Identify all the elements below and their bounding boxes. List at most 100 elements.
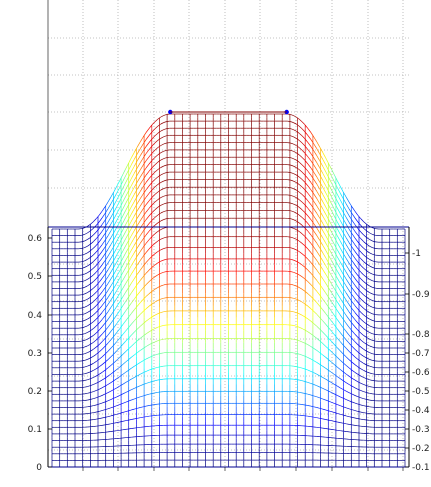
mesh-segment [95,255,100,260]
mesh-segment [310,153,315,159]
mesh-segment [154,353,159,356]
mesh-segment [360,218,365,223]
mesh-segment [339,186,344,193]
mesh-segment [357,228,362,233]
mesh-segment [322,237,326,243]
mesh-segment [122,330,126,335]
mesh-segment [298,176,303,180]
mesh-segment [322,343,326,347]
mesh-segment [310,226,315,232]
mesh-segment [339,206,344,213]
mesh-segment [113,396,117,399]
mesh-segment [313,246,318,252]
mesh-segment [137,213,141,219]
mesh-segment [336,242,341,249]
mesh-segment [366,297,370,300]
mesh-segment [163,258,167,261]
mesh-segment [95,295,100,300]
mesh-segment [84,318,88,321]
mesh-segment [298,340,303,343]
mesh-segment [160,180,164,183]
mesh-segment [310,243,315,248]
mesh-segment [137,205,141,211]
mesh-segment [87,230,91,234]
mesh-segment [142,153,147,159]
mesh-segment [95,302,100,306]
mesh-segment [137,302,141,307]
mesh-segment [328,348,332,353]
mesh-segment [131,365,135,369]
mesh-segment [319,174,323,181]
mesh-segment [322,269,326,275]
mesh-segment [360,339,365,343]
mesh-segment [160,352,164,354]
mesh-segment [107,251,112,257]
mesh-segment [352,417,356,419]
mesh-segment [339,283,344,289]
mesh-segment [313,208,318,214]
mesh-segment [84,272,88,275]
mesh-segment [345,272,350,278]
mesh-segment [360,332,365,336]
mesh-segment [319,352,323,356]
mesh-segment [372,227,376,230]
mesh-segment [125,306,129,312]
mesh-segment [316,141,321,148]
mesh-segment [116,376,120,379]
mesh-segment [337,404,341,407]
mesh-segment [328,255,332,261]
mesh-segment [107,399,111,402]
mesh-segment [298,199,303,203]
mesh-segment [354,298,359,303]
mesh-segment [293,180,297,183]
mesh-segment [95,403,100,406]
mesh-segment [290,157,294,159]
mesh-segment [345,203,350,210]
mesh-segment [107,356,112,360]
mesh-segment [143,416,147,418]
mesh-segment [354,231,359,236]
mesh-segment [101,267,106,272]
mesh-segment [328,233,332,240]
mesh-segment [322,158,326,165]
mesh-segment [307,239,312,244]
mesh-segment [298,132,303,137]
mesh-segment [360,305,365,309]
mesh-segment [116,301,120,307]
mesh-segment [154,125,159,129]
mesh-segment [360,411,364,414]
mesh-segment [331,330,335,335]
mesh-segment [322,201,326,207]
mesh-segment [313,172,318,178]
mesh-segment [301,276,306,280]
mesh-segment [313,193,318,199]
mesh-segment [107,365,112,369]
mesh-segment [307,293,312,297]
mesh-segment [307,331,312,335]
mesh-segment [301,328,306,331]
mesh-segment [151,233,156,237]
mesh-segment [98,395,103,398]
mesh-segment [360,251,365,256]
mesh-segment [137,198,141,204]
mesh-segment [366,270,370,274]
mesh-segment [154,140,159,144]
mesh-segment [357,308,362,313]
mesh-segment [122,245,126,252]
mesh-segment [357,295,362,300]
mesh-segment [101,301,106,306]
mesh-segment [298,222,303,226]
mesh-segment [140,150,144,156]
mesh-segment [87,323,91,327]
mesh-segment [290,202,294,205]
mesh-segment [298,161,303,165]
mesh-segment [366,250,370,254]
mesh-segment [107,285,112,291]
mesh-segment [145,128,150,133]
mesh-segment [354,387,359,390]
mesh-segment [316,362,320,365]
mesh-segment [99,417,103,419]
mesh-segment [366,330,370,333]
mesh-segment [351,362,356,365]
mesh-segment [145,258,150,263]
